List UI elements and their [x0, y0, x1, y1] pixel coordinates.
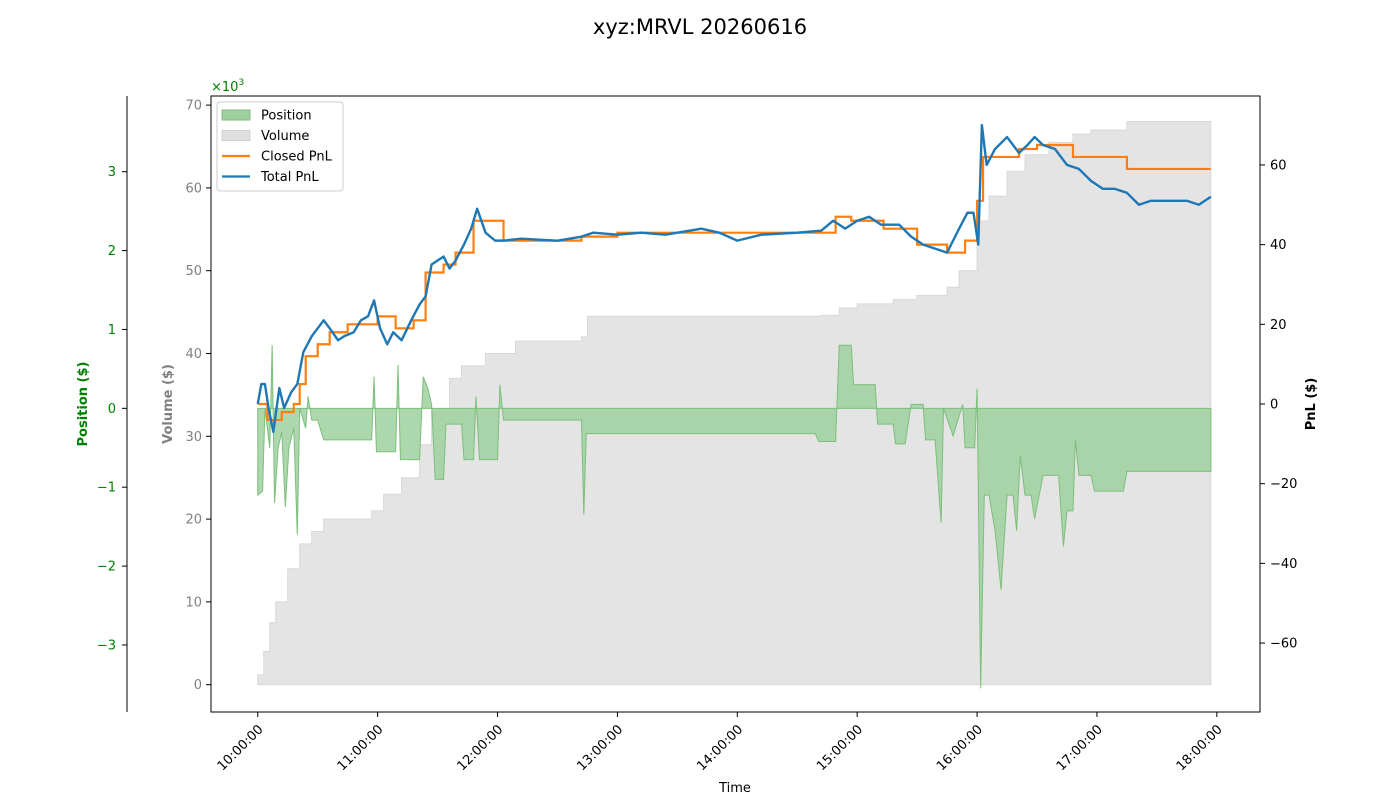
position-tick-label: −1: [97, 481, 116, 496]
legend-label: Position: [261, 109, 312, 124]
x-tick-label: 18:00:00: [1174, 722, 1226, 774]
position-axis-label: Position ($): [76, 362, 91, 447]
position-tick-label: 3: [108, 165, 116, 180]
x-tick-label: 13:00:00: [574, 722, 626, 774]
volume-tick-label: 10: [185, 595, 202, 610]
legend-frame: [216, 101, 344, 192]
x-tick-label: 10:00:00: [215, 722, 267, 774]
position-tick-label: 0: [108, 402, 116, 417]
x-tick-label: 14:00:00: [694, 722, 746, 774]
x-tick-label: 15:00:00: [814, 722, 866, 774]
x-axis-label: Time: [718, 781, 751, 796]
legend-swatch: [221, 109, 251, 121]
pnl-axis-label: PnL ($): [1304, 378, 1319, 431]
plot-area: [256, 121, 1212, 689]
position-tick-label: 1: [108, 323, 116, 338]
volume-tick-label: 60: [185, 181, 202, 196]
legend-swatch: [221, 130, 251, 141]
volume-axis-multiplier: ×103: [211, 78, 244, 95]
volume-tick-label: 50: [185, 264, 202, 279]
chart-title: xyz:MRVL 20260616: [593, 15, 807, 39]
pnl-tick-label: 60: [1270, 158, 1287, 173]
pnl-tick-label: 0: [1270, 398, 1278, 413]
position-tick-label: 2: [108, 244, 116, 259]
volume-multiplier-exponent: 3: [238, 78, 244, 88]
legend-label: Total PnL: [260, 170, 319, 185]
x-tick-label: 17:00:00: [1054, 722, 1106, 774]
position-tick-label: −3: [97, 638, 116, 653]
pnl-tick-label: −20: [1270, 477, 1297, 492]
legend-label: Volume: [261, 129, 309, 144]
volume-tick-label: 0: [194, 678, 202, 693]
volume-tick-label: 30: [185, 430, 202, 445]
total-pnl-line: [256, 123, 1212, 434]
volume-tick-label: 20: [185, 513, 202, 528]
pnl-tick-label: −60: [1270, 637, 1297, 652]
volume-area: [257, 121, 1212, 686]
pnl-tick-label: −40: [1270, 557, 1297, 572]
position-area: [257, 344, 1212, 689]
legend: Position Volume Closed PnL Total PnL: [216, 101, 344, 192]
x-tick-label: 11:00:00: [335, 722, 387, 774]
volume-tick-label: 40: [185, 347, 202, 362]
x-tick-label: 12:00:00: [454, 722, 506, 774]
x-tick-label: 16:00:00: [934, 722, 986, 774]
legend-label: Closed PnL: [261, 150, 333, 165]
position-tick-label: −2: [97, 560, 116, 575]
volume-tick-label: 70: [185, 99, 202, 114]
pnl-tick-label: 40: [1270, 238, 1287, 253]
volume-multiplier-base: ×10: [211, 80, 238, 95]
pnl-tick-label: 20: [1270, 318, 1287, 333]
volume-axis-label: Volume ($): [161, 364, 176, 444]
